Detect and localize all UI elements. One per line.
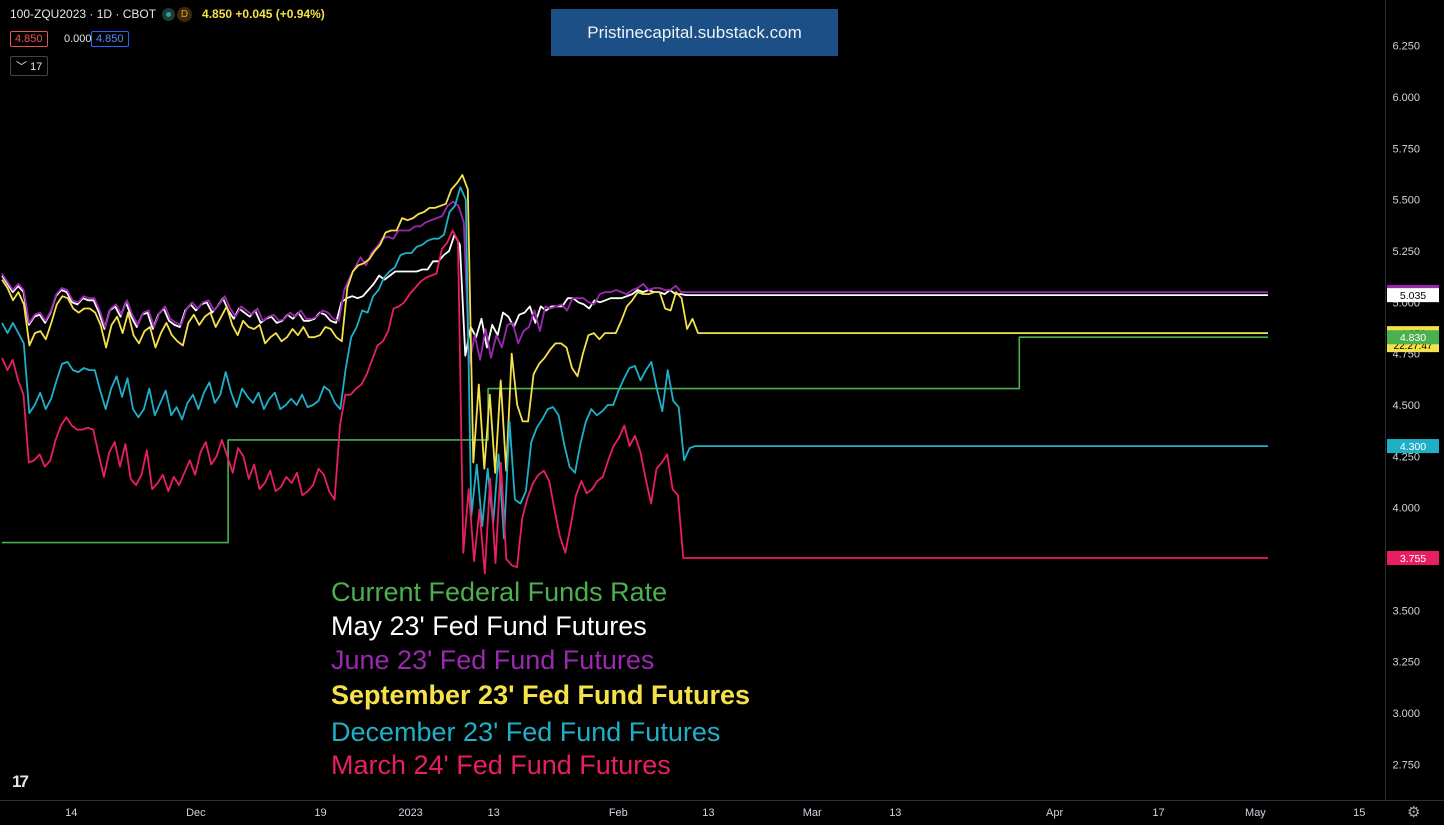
price-tag: 3.755 — [1387, 550, 1439, 565]
last-price-change: 4.850 +0.045 (+0.94%) — [202, 7, 325, 21]
x-tick-label: 13 — [488, 807, 500, 819]
x-tick-label: 2023 — [398, 807, 422, 819]
gear-icon[interactable]: ⚙ — [1407, 804, 1421, 821]
x-tick-label: 14 — [65, 807, 77, 819]
tradingview-logo-icon[interactable]: 17 — [12, 772, 29, 791]
time-axis[interactable]: 14 Dec 19 2023 13 Feb 13 Mar 13 Apr 17 May 15 — [65, 807, 1365, 819]
x-tick-label: 19 — [314, 807, 326, 819]
delayed-data-icon: D — [177, 7, 193, 23]
x-tick-label: 13 — [889, 807, 901, 819]
price-tag: 4.830 — [1387, 330, 1439, 345]
y-tick-label: 4.250 — [1392, 451, 1420, 463]
plot-area — [1, 174, 1268, 575]
price-tag-label: 5.035 — [1400, 290, 1426, 302]
x-tick-label: Apr — [1046, 807, 1063, 819]
x-tick-label: Dec — [186, 807, 206, 819]
price-tag: 5.035 — [1387, 288, 1439, 303]
price-tag-label: 3.755 — [1400, 553, 1426, 565]
legend-item-sep: September 23' Fed Fund Futures — [331, 680, 750, 710]
legend-item-mar: March 24' Fed Fund Futures — [331, 750, 671, 780]
y-tick-label: 4.500 — [1392, 400, 1420, 412]
price-axis[interactable]: 2.7503.0003.2503.5003.7504.0004.2504.500… — [1392, 41, 1420, 772]
indicator-collapse-toggle[interactable]: ﹀ 17 — [10, 56, 49, 76]
y-tick-label: 2.750 — [1392, 759, 1420, 771]
series-line — [1, 200, 1268, 365]
y-tick-label: 5.250 — [1392, 246, 1420, 258]
market-status-icon — [162, 8, 176, 22]
bid-price-box[interactable]: 4.850 — [10, 31, 48, 47]
x-tick-label: 17 — [1152, 807, 1164, 819]
y-tick-label: 6.000 — [1392, 92, 1420, 104]
y-tick-label: 6.250 — [1392, 41, 1420, 53]
y-tick-label: 5.500 — [1392, 195, 1420, 207]
price-tag-label: 4.830 — [1400, 332, 1426, 344]
x-tick-label: Feb — [609, 807, 628, 819]
series-line — [1, 174, 1268, 474]
price-tag-countdown: 22:27:47 — [1394, 341, 1433, 352]
spread-value: 0.000 — [64, 33, 92, 45]
series-line — [1, 229, 1268, 575]
symbol-title[interactable]: 100-ZQU2023 · 1D · CBOT — [10, 7, 157, 21]
series-line — [1, 186, 1268, 540]
y-tick-label: 3.000 — [1392, 708, 1420, 720]
x-tick-label: 13 — [702, 807, 714, 819]
watermark-banner: Pristinecapital.substack.com — [551, 9, 838, 56]
x-tick-label: 15 — [1353, 807, 1365, 819]
y-tick-label: 4.000 — [1392, 503, 1420, 515]
y-tick-label: 5.750 — [1392, 143, 1420, 155]
indicator-value: 17 — [30, 61, 43, 73]
chevron-down-icon: ﹀ — [16, 61, 27, 73]
legend-item-dec: December 23' Fed Fund Futures — [331, 717, 721, 747]
x-tick-label: May — [1245, 807, 1266, 819]
price-tag: 4.300 — [1387, 439, 1439, 454]
series-line — [2, 336, 1268, 544]
legend-item-ffr: Current Federal Funds Rate — [331, 577, 668, 607]
y-tick-label: 3.250 — [1392, 657, 1420, 669]
legend-item-jun: June 23' Fed Fund Futures — [331, 645, 655, 675]
symbol-header: 100-ZQU2023 · 1D · CBOT D 4.850 +0.045 (+0… — [10, 7, 325, 23]
legend-item-may: May 23' Fed Fund Futures — [331, 611, 647, 641]
y-tick-label: 3.500 — [1392, 605, 1420, 617]
ask-price-box[interactable]: 4.850 — [91, 31, 129, 47]
series-line — [1, 233, 1268, 357]
price-tag-label: 4.300 — [1400, 441, 1426, 453]
x-tick-label: Mar — [803, 807, 822, 819]
